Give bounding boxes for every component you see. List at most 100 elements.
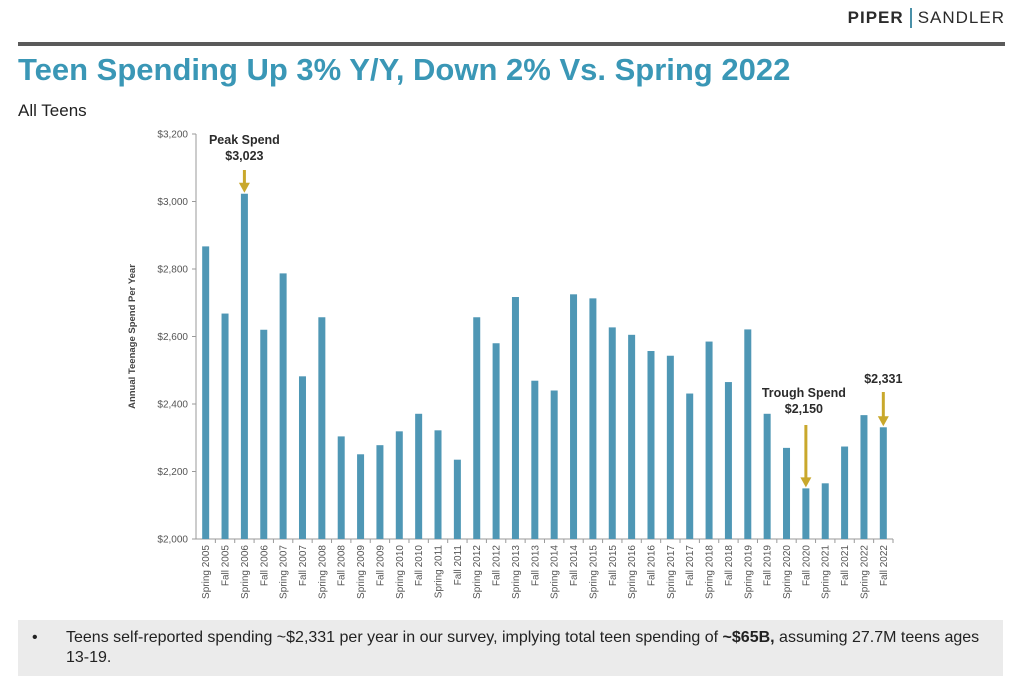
bar	[550, 390, 558, 539]
bar	[647, 351, 655, 539]
page-title: Teen Spending Up 3% Y/Y, Down 2% Vs. Spr…	[18, 52, 791, 87]
bar	[260, 329, 268, 539]
bar	[376, 445, 384, 539]
bar	[221, 313, 229, 539]
footer-note: • Teens self-reported spending ~$2,331 p…	[18, 620, 1003, 676]
y-tick-label: $3,200	[157, 130, 188, 141]
page-subtitle: All Teens	[18, 101, 87, 120]
x-tick-label: Spring 2019	[743, 545, 754, 599]
bar	[473, 317, 481, 539]
bar	[705, 341, 713, 539]
x-tick-label: Fall 2005	[221, 545, 232, 587]
bar	[841, 446, 849, 539]
x-tick-label: Fall 2020	[801, 545, 812, 587]
x-tick-label: Spring 2013	[511, 545, 522, 599]
footer-text-before: Teens self-reported spending ~$2,331 per…	[66, 629, 723, 646]
bar	[608, 327, 616, 539]
y-tick-label: $2,200	[157, 467, 188, 478]
x-tick-label: Spring 2007	[279, 545, 290, 599]
bar	[279, 273, 287, 539]
annotation-latest-label: $2,331	[864, 372, 902, 386]
x-tick-label: Fall 2012	[492, 545, 503, 587]
x-tick-label: Spring 2020	[782, 545, 793, 599]
footer-text-after: assuming 27.7M teens ages 13-19.	[66, 629, 980, 666]
x-tick-label: Spring 2016	[627, 545, 638, 599]
x-tick-label: Spring 2022	[859, 545, 870, 599]
header-rule	[18, 42, 1005, 46]
y-tick-label: $2,400	[157, 400, 188, 411]
x-tick-label: Spring 2006	[240, 545, 251, 599]
bar	[628, 334, 636, 539]
x-tick-label: Fall 2015	[608, 545, 619, 587]
bar	[783, 447, 791, 539]
bar	[434, 430, 442, 539]
bar	[415, 413, 423, 539]
bar	[686, 393, 694, 539]
annotation-peak-label: $3,023	[225, 149, 263, 163]
bar	[531, 380, 539, 539]
bar	[724, 382, 732, 539]
annotation-peak-label: Peak Spend	[209, 133, 280, 147]
y-tick-label: $3,000	[157, 197, 188, 208]
bar	[357, 454, 365, 539]
annotation-peak-arrow-head	[238, 182, 250, 193]
brand-logo-right: SANDLER	[917, 8, 1005, 27]
x-tick-label: Fall 2021	[840, 545, 851, 587]
bar	[879, 427, 887, 539]
x-tick-label: Fall 2011	[453, 545, 464, 586]
bar	[589, 298, 597, 539]
x-tick-label: Fall 2013	[530, 545, 541, 587]
annotation-latest-arrow-head	[877, 416, 889, 427]
x-tick-label: Spring 2005	[201, 545, 212, 599]
bar	[802, 488, 810, 539]
bar	[318, 317, 326, 539]
annotation-trough-label: $2,150	[785, 402, 823, 416]
x-tick-label: Spring 2010	[395, 545, 406, 599]
bar	[395, 431, 403, 539]
y-tick-label: $2,800	[157, 265, 188, 276]
bar	[821, 483, 829, 539]
x-tick-label: Spring 2021	[821, 545, 832, 599]
brand-logo-left: PIPER	[847, 8, 904, 27]
bar	[240, 193, 248, 540]
x-tick-label: Spring 2018	[705, 545, 716, 599]
bar	[511, 297, 519, 539]
x-tick-label: Spring 2015	[588, 545, 599, 599]
x-tick-label: Fall 2014	[569, 545, 580, 587]
x-tick-label: Spring 2008	[317, 545, 328, 599]
brand-logo: PIPER SANDLER	[848, 8, 1005, 28]
bar	[337, 436, 345, 539]
x-tick-label: Fall 2007	[298, 545, 309, 587]
bar	[570, 294, 578, 539]
footer-text: Teens self-reported spending ~$2,331 per…	[66, 628, 996, 668]
annotation-trough-label: Trough Spend	[762, 386, 846, 400]
x-tick-label: Fall 2017	[685, 545, 696, 587]
bar	[453, 459, 461, 539]
y-tick-label: $2,000	[157, 535, 188, 546]
bar	[860, 415, 868, 539]
bar	[298, 376, 306, 539]
y-tick-label: $2,600	[157, 332, 188, 343]
x-tick-label: Spring 2009	[356, 545, 367, 599]
annotation-trough-arrow-head	[800, 477, 812, 488]
y-axis-title: Annual Teenage Spend Per Year	[127, 264, 138, 409]
bar	[763, 413, 771, 539]
x-tick-label: Fall 2019	[763, 545, 774, 587]
x-tick-label: Spring 2017	[666, 545, 677, 599]
x-tick-label: Spring 2011	[434, 545, 445, 599]
bar	[492, 343, 500, 539]
bar	[202, 246, 210, 539]
x-tick-label: Fall 2018	[724, 545, 735, 587]
bar	[666, 355, 674, 539]
footer-text-bold: ~$65B,	[722, 629, 775, 646]
x-tick-label: Fall 2016	[646, 545, 657, 587]
x-tick-label: Fall 2009	[375, 545, 386, 587]
x-tick-label: Spring 2012	[472, 545, 483, 599]
brand-logo-divider	[909, 8, 912, 28]
footer-bullet: •	[32, 629, 38, 646]
x-tick-label: Fall 2006	[259, 545, 270, 587]
spend-bar-chart: $2,000 $2,200 $2,400 $2,600 $2,800 $3,000 $3,2…	[127, 130, 902, 599]
x-tick-label: Spring 2014	[550, 545, 561, 599]
x-tick-label: Fall 2022	[879, 545, 890, 587]
bar	[744, 329, 752, 539]
